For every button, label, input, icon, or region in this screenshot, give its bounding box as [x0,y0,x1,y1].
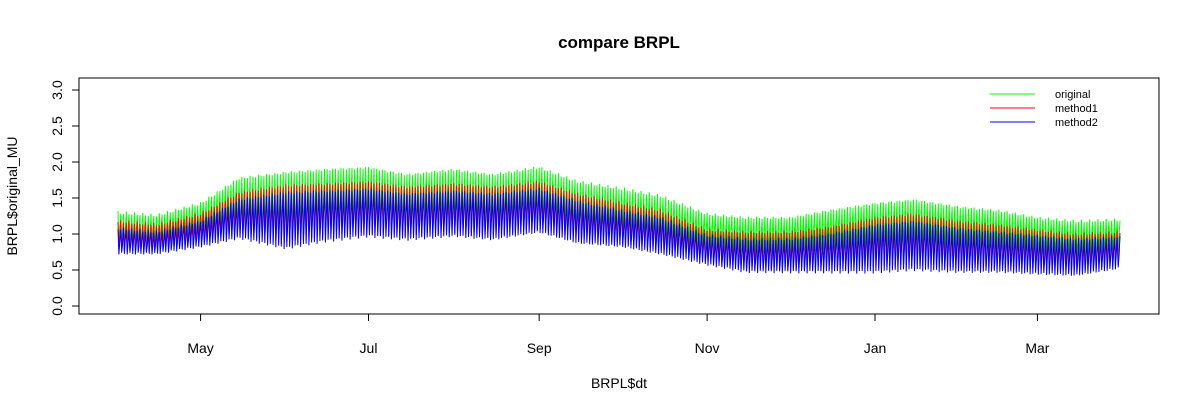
legend: original method1 method2 [990,89,1098,129]
y-axis-title: BRPL$original_MU [4,136,20,255]
y-tick-label: 1.5 [49,188,65,208]
x-axis-title: BRPL$dt [591,375,647,391]
y-tick-label: 1.0 [49,224,65,244]
x-tick-label: Sep [527,340,552,356]
legend-label-method1: method1 [1055,103,1098,115]
legend-label-method2: method2 [1055,117,1098,129]
y-tick-label: 3.0 [49,80,65,100]
x-tick-label: Nov [695,340,720,356]
legend-label-original: original [1055,89,1090,101]
x-tick-label: May [187,340,213,356]
series-layer [117,166,1121,276]
x-tick-label: Mar [1025,340,1049,356]
x-tick-label: Jul [360,340,378,356]
y-tick-label: 0.5 [49,260,65,280]
y-tick-label: 2.0 [49,152,65,172]
y-tick-label: 2.5 [49,116,65,136]
x-tick-label: Jan [864,340,887,356]
y-axis: 0.0 0.5 1.0 1.5 2.0 2.5 3.0 [49,80,80,316]
y-tick-label: 0.0 [49,296,65,316]
chart-title: compare BRPL [558,33,680,52]
series-line-method2 [117,187,1121,276]
x-axis: May Jul Sep Nov Jan Mar [187,313,1050,356]
